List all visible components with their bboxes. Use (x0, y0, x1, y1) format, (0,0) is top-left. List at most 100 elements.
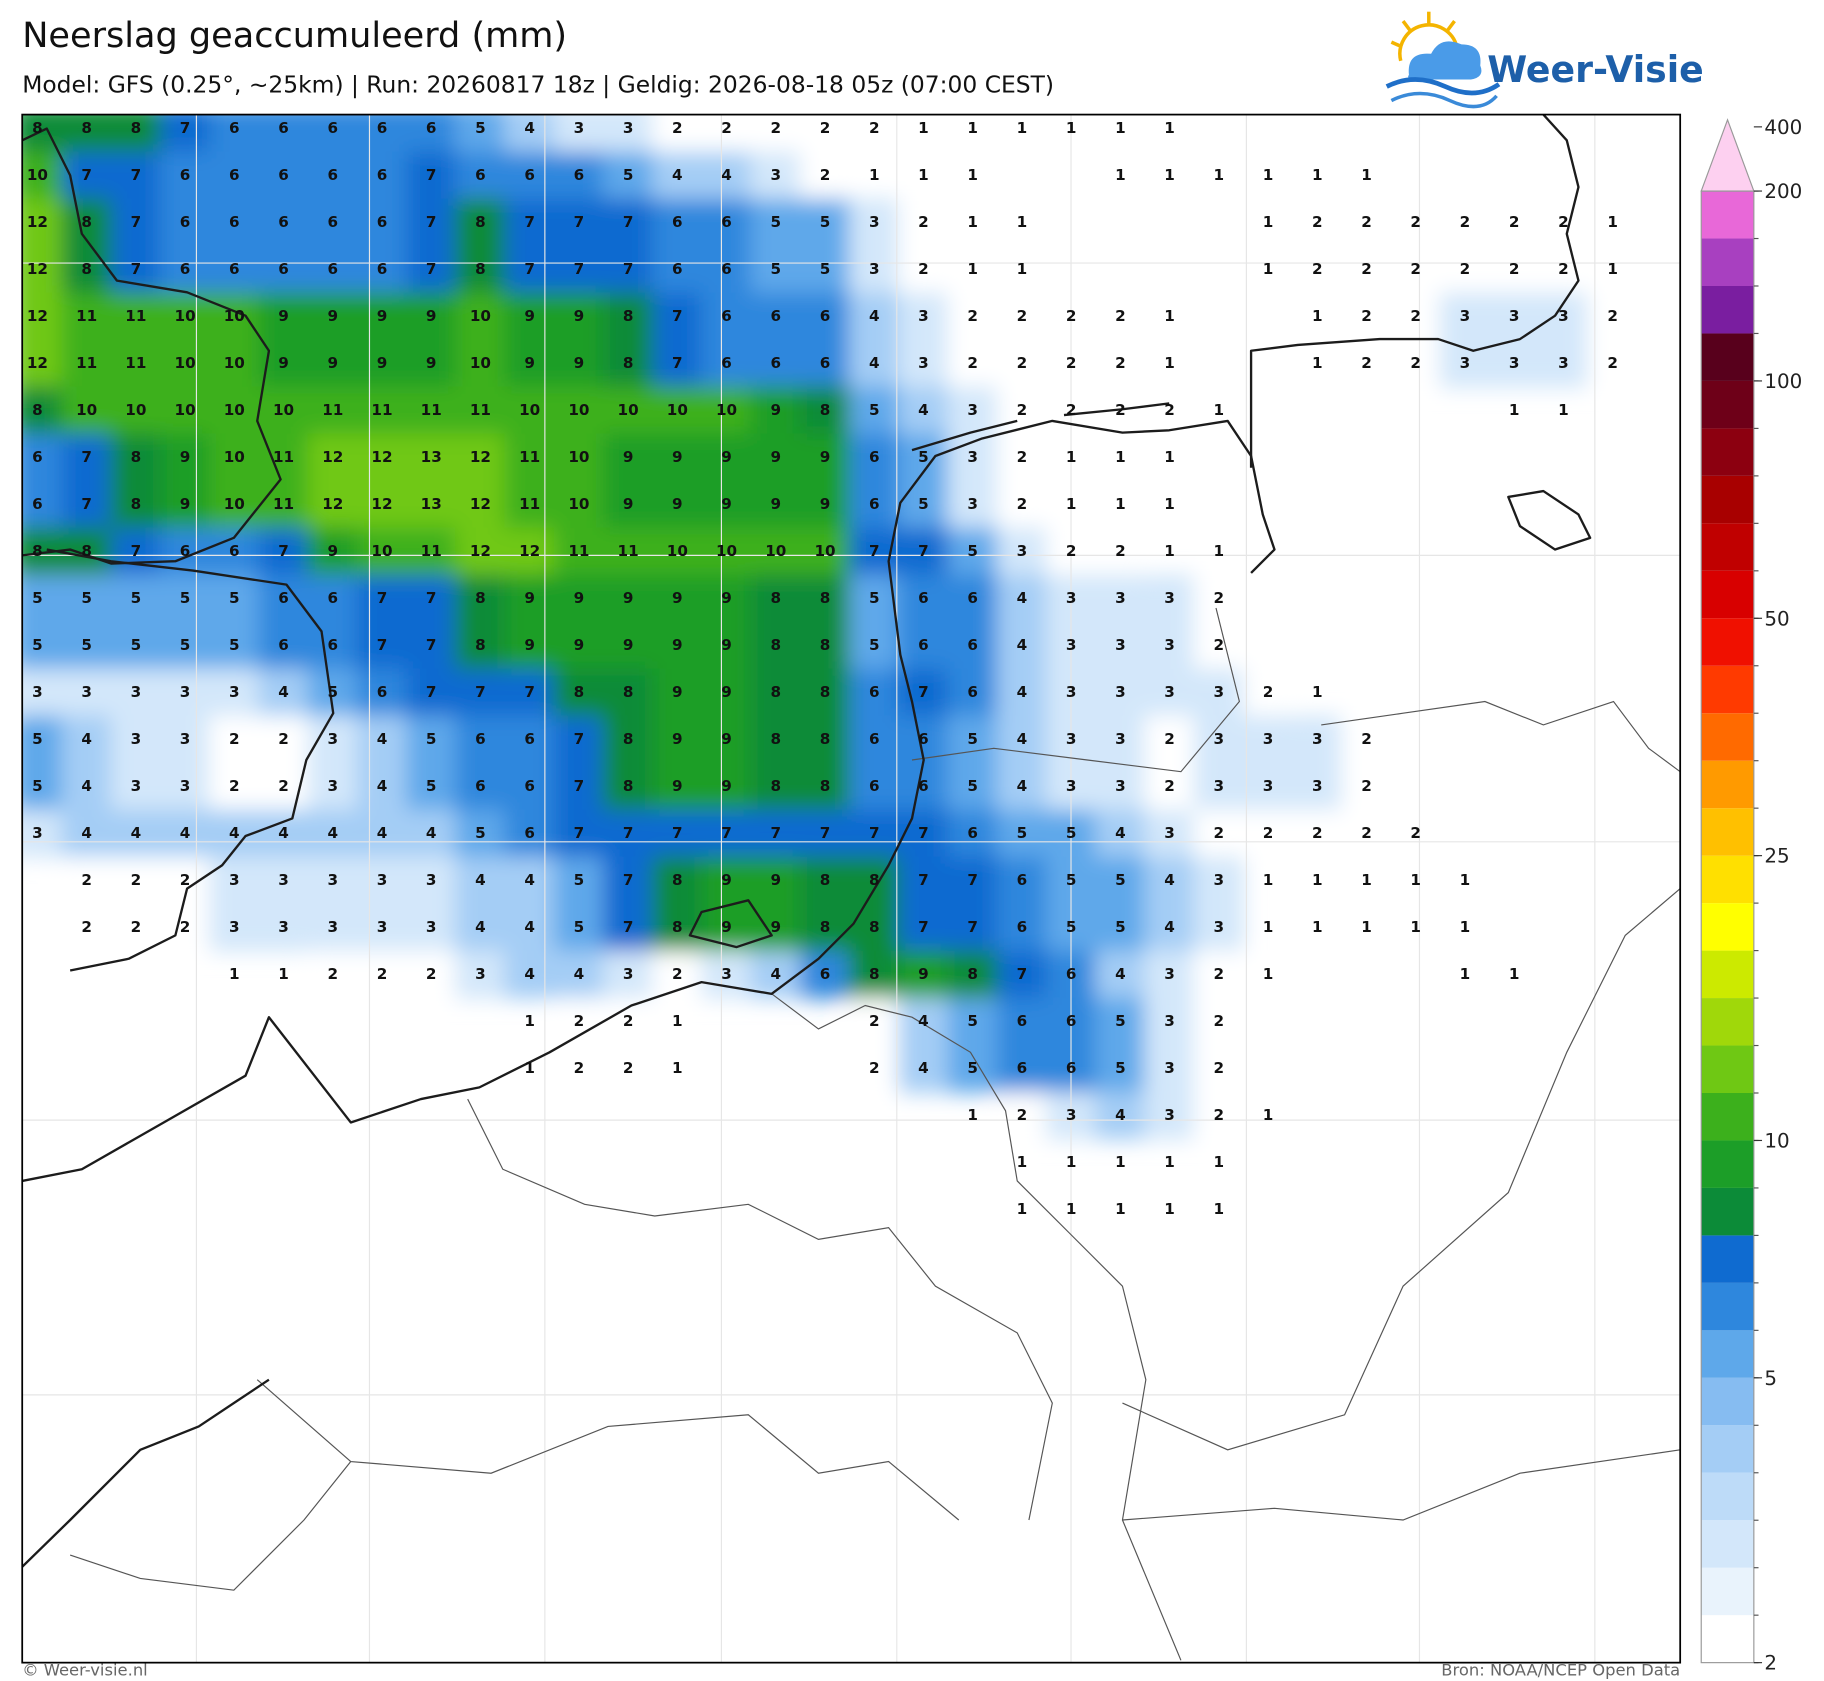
grid-value: 3 (1164, 636, 1175, 654)
precip-cell (996, 386, 1048, 435)
logo: Weer-Visie (1385, 11, 1704, 109)
grid-value: 4 (1017, 777, 1028, 795)
grid-value: 1 (1164, 1200, 1175, 1218)
grid-value: 12 (27, 213, 48, 231)
grid-value: 1 (1017, 260, 1028, 278)
grid-value: 7 (524, 260, 535, 278)
grid-value: 6 (918, 589, 929, 607)
precip-cell (553, 809, 605, 858)
precip-cell (110, 574, 162, 623)
precip-cell (406, 433, 457, 482)
grid-value: 6 (869, 777, 880, 795)
grid-value: 2 (426, 965, 437, 983)
precip-cell (553, 245, 605, 294)
grid-value: 6 (426, 119, 437, 137)
precip-cell (307, 480, 358, 529)
grid-value: 2 (1017, 401, 1028, 419)
grid-value: 7 (426, 213, 437, 231)
grid-value: 5 (32, 777, 43, 795)
colorbar-segment (1701, 1425, 1754, 1473)
grid-value: 2 (1115, 307, 1126, 325)
title: Neerslag geaccumuleerd (mm) (22, 15, 567, 56)
precip-cell (849, 1044, 900, 1093)
precip-cell (406, 245, 457, 294)
grid-value: 5 (869, 401, 880, 419)
colorbar-segment (1701, 618, 1754, 666)
precip-cell (22, 386, 63, 435)
grid-value: 8 (475, 213, 486, 231)
precip-cell (553, 903, 605, 952)
precip-cell (799, 762, 851, 811)
precip-cell (455, 339, 506, 388)
precip-cell (406, 386, 457, 435)
precip-cell (1242, 668, 1294, 717)
grid-value: 7 (1017, 965, 1028, 983)
grid-value: 5 (770, 260, 781, 278)
grid-value: 7 (623, 918, 634, 936)
colorbar-segment (1701, 903, 1754, 951)
precip-cell (701, 151, 752, 200)
precip-cell (159, 715, 211, 764)
grid-value: 4 (426, 824, 437, 842)
precip-cell (159, 809, 211, 858)
grid-value: 7 (278, 542, 289, 560)
colorbar-tick-label: 25 (1764, 845, 1789, 868)
grid-value: 2 (721, 119, 732, 137)
grid-value: 6 (229, 542, 240, 560)
precip-cell (209, 198, 260, 247)
precip-cell (61, 856, 112, 905)
precip-cell (898, 386, 949, 435)
grid-value: 6 (32, 495, 43, 513)
precip-cell (947, 950, 998, 999)
precip-cell (159, 198, 211, 247)
precip-cell (799, 621, 851, 670)
grid-value: 1 (1460, 918, 1471, 936)
grid-value: 1 (918, 119, 929, 137)
grid-value: 2 (1164, 777, 1175, 795)
grid-value: 9 (574, 307, 585, 325)
grid-value: 3 (81, 683, 92, 701)
grid-value: 6 (1017, 1012, 1028, 1030)
grid-value: 3 (32, 824, 43, 842)
grid-value: 6 (820, 354, 831, 372)
grid-value: 2 (672, 119, 683, 137)
grid-value: 5 (820, 213, 831, 231)
precip-cell (553, 668, 605, 717)
precip-cell (1144, 856, 1195, 905)
precip-cell (159, 433, 211, 482)
precip-cell (898, 527, 949, 576)
grid-value: 5 (1115, 871, 1126, 889)
grid-value: 5 (1017, 824, 1028, 842)
precip-cell (61, 114, 112, 153)
precip-cell (849, 339, 900, 388)
grid-value: 7 (623, 871, 634, 889)
grid-value: 1 (1017, 1153, 1028, 1171)
precip-cell (652, 245, 703, 294)
grid-value: 1 (1410, 918, 1421, 936)
precip-cell (406, 762, 457, 811)
precip-cell (602, 433, 654, 482)
precip-cell (258, 480, 309, 529)
precip-cell (504, 245, 555, 294)
grid-value: 3 (1115, 730, 1126, 748)
grid-value: 1 (1263, 918, 1274, 936)
grid-value: 3 (1214, 918, 1225, 936)
precip-cell (750, 245, 801, 294)
colorbar-segment (1701, 950, 1754, 999)
grid-value: 3 (180, 683, 191, 701)
grid-value: 5 (869, 636, 880, 654)
precip-cell (258, 903, 309, 952)
grid-value: 9 (426, 307, 437, 325)
precip-cell (1538, 198, 1589, 247)
grid-value: 5 (967, 730, 978, 748)
precip-cell (602, 621, 654, 670)
precip-cell (996, 480, 1048, 529)
grid-value: 5 (623, 166, 634, 184)
grid-value: 7 (918, 824, 929, 842)
grid-value: 11 (470, 401, 491, 419)
grid-value: 6 (278, 166, 289, 184)
colorbar-outline (1700, 190, 1755, 1664)
precip-cell (455, 621, 506, 670)
footer-left: © Weer-visie.nl (22, 1661, 148, 1680)
precip-cell (602, 386, 654, 435)
